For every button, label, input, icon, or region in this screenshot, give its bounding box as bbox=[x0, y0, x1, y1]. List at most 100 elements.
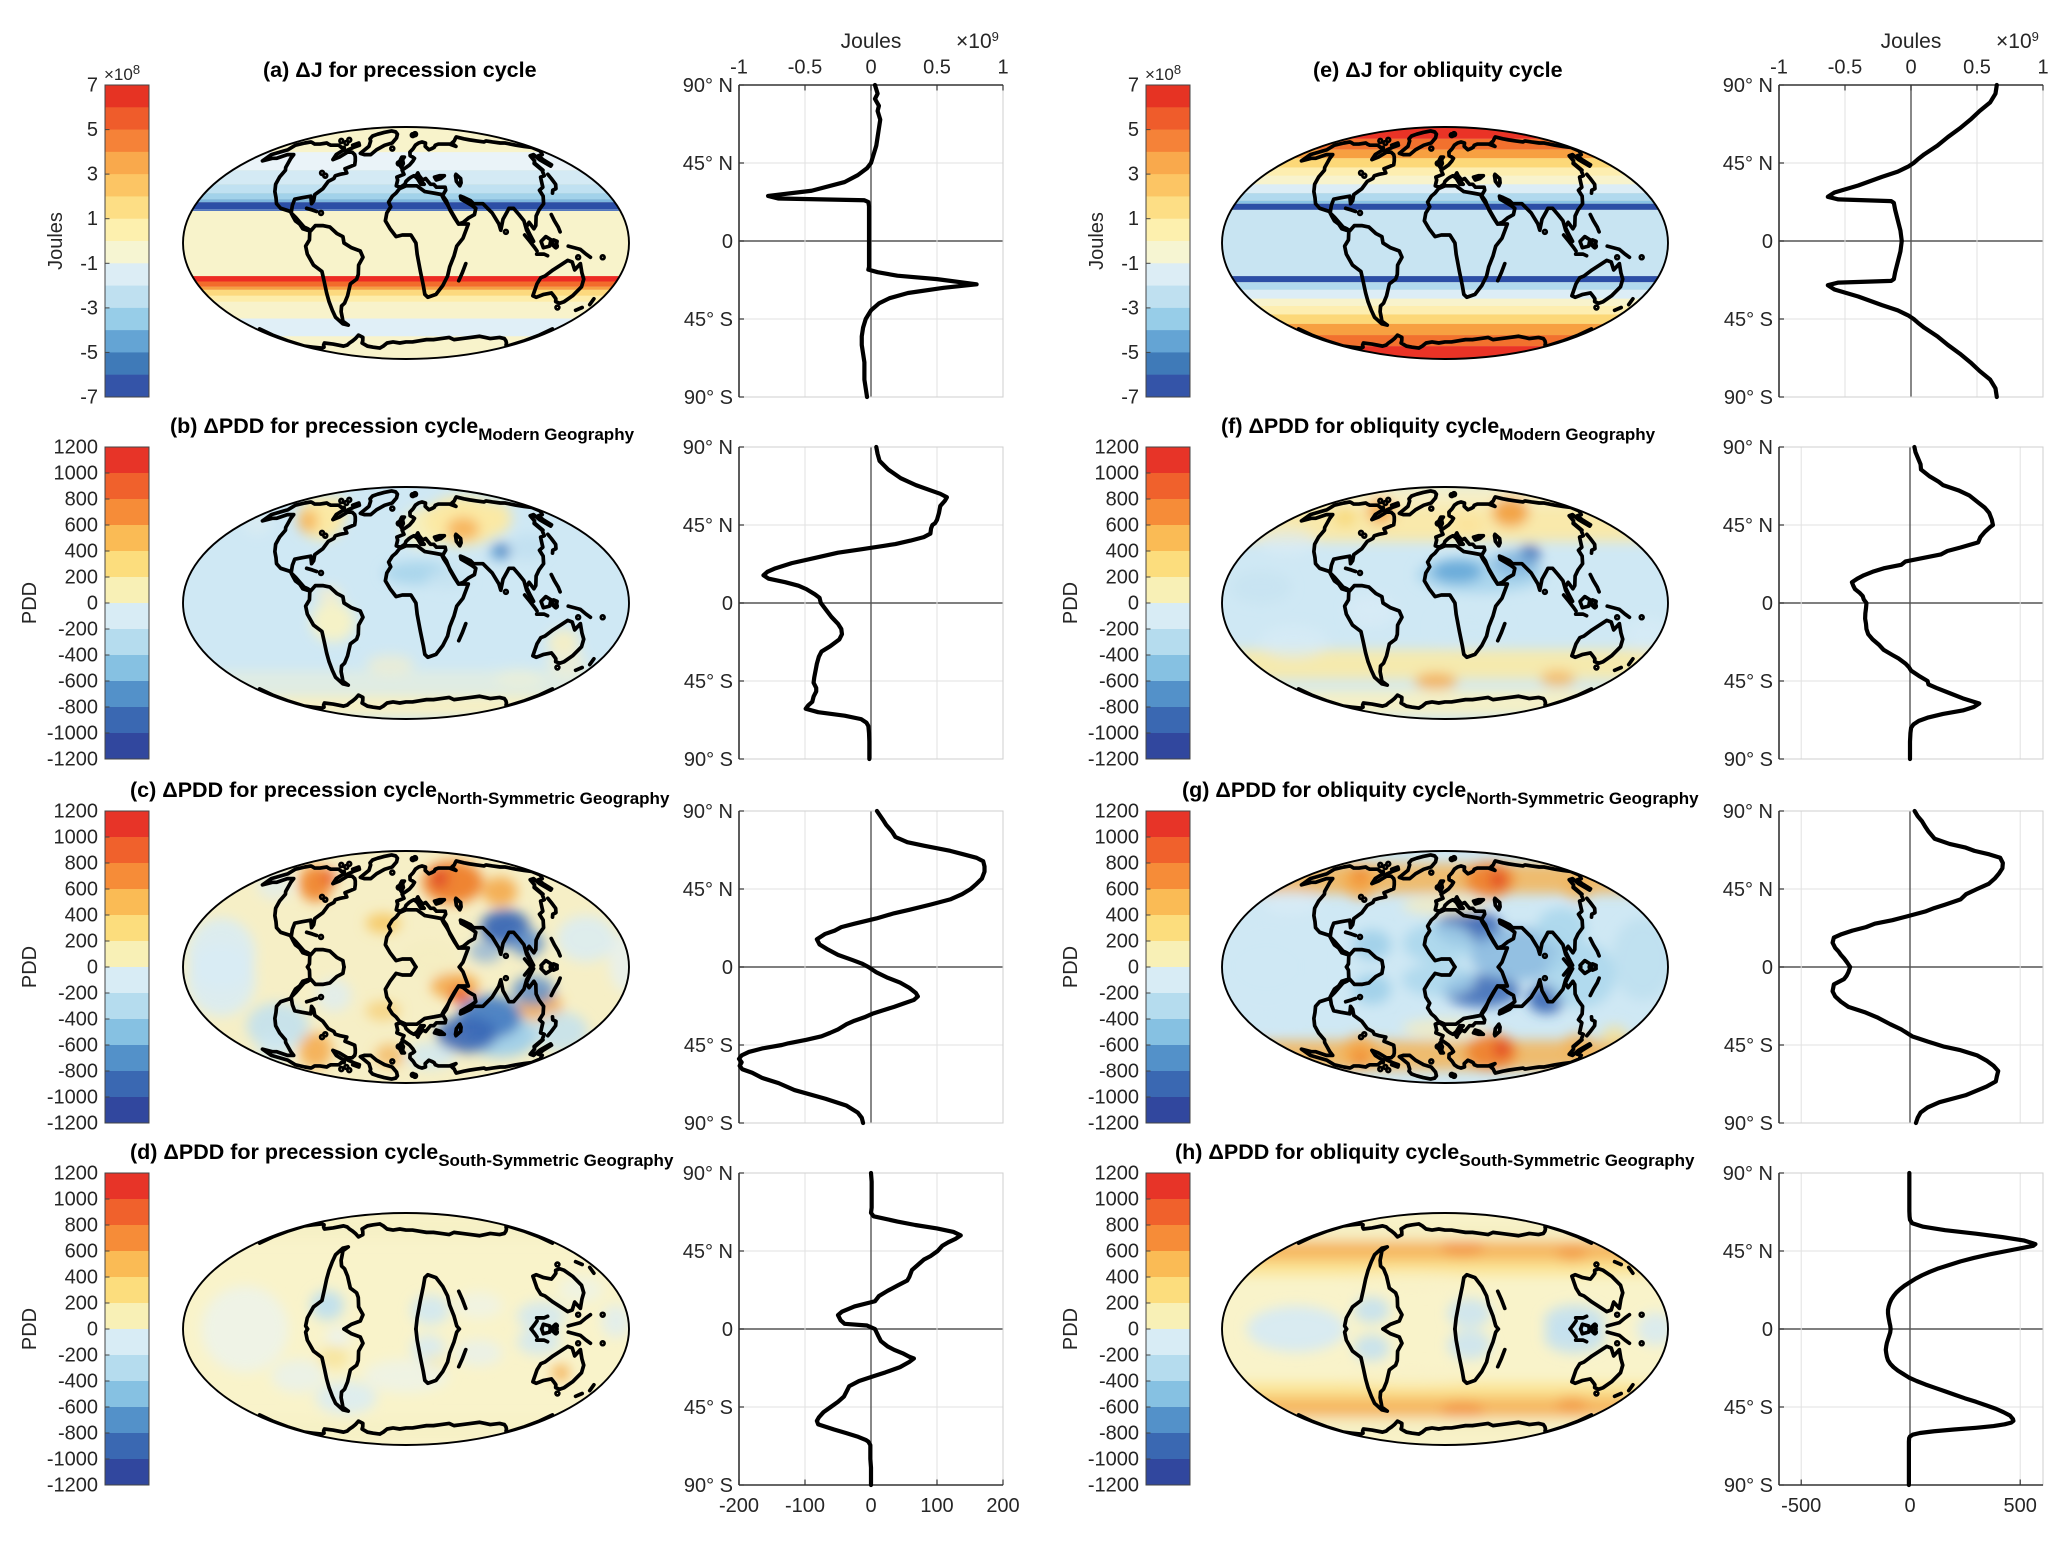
svg-text:90° S: 90° S bbox=[1724, 1475, 1773, 1497]
svg-text:1: 1 bbox=[1128, 208, 1139, 230]
svg-text:200: 200 bbox=[1106, 931, 1139, 953]
svg-text:1200: 1200 bbox=[1095, 1163, 1140, 1185]
svg-text:90° S: 90° S bbox=[1724, 387, 1773, 409]
svg-text:400: 400 bbox=[1106, 541, 1139, 563]
svg-text:200: 200 bbox=[65, 931, 98, 953]
svg-text:90° S: 90° S bbox=[684, 1113, 733, 1135]
svg-text:-600: -600 bbox=[58, 1397, 98, 1419]
svg-text:500: 500 bbox=[2004, 1495, 2037, 1517]
svg-text:1000: 1000 bbox=[54, 1189, 99, 1211]
svg-text:0: 0 bbox=[1762, 593, 1773, 615]
svg-text:-200: -200 bbox=[719, 1495, 759, 1517]
svg-text:(h) ΔPDD for obliquity cycleSo: (h) ΔPDD for obliquity cycleSouth-Symmet… bbox=[1175, 1140, 1695, 1170]
svg-text:(d) ΔPDD for precession cycleS: (d) ΔPDD for precession cycleSouth-Symme… bbox=[130, 1140, 674, 1170]
svg-text:-400: -400 bbox=[58, 645, 98, 667]
svg-text:(f) ΔPDD for obliquity cycleM: (f) ΔPDD for obliquity cycleModern Geogr… bbox=[1221, 414, 1656, 444]
svg-text:-1: -1 bbox=[80, 253, 98, 275]
svg-text:200: 200 bbox=[65, 1293, 98, 1315]
svg-text:-200: -200 bbox=[58, 619, 98, 641]
svg-text:200: 200 bbox=[986, 1495, 1019, 1517]
svg-text:45° S: 45° S bbox=[1724, 1035, 1773, 1057]
svg-text:0: 0 bbox=[1905, 57, 1916, 79]
svg-text:PDD: PDD bbox=[1060, 946, 1082, 988]
svg-text:1000: 1000 bbox=[1095, 463, 1140, 485]
svg-text:0: 0 bbox=[722, 957, 733, 979]
svg-text:-1200: -1200 bbox=[47, 1475, 98, 1497]
svg-text:×108: ×108 bbox=[104, 62, 140, 84]
svg-text:-200: -200 bbox=[1099, 983, 1139, 1005]
svg-text:45° N: 45° N bbox=[1723, 879, 1773, 901]
svg-text:-200: -200 bbox=[1099, 619, 1139, 641]
svg-text:0: 0 bbox=[87, 1319, 98, 1341]
svg-text:×109: ×109 bbox=[1996, 29, 2039, 53]
svg-text:400: 400 bbox=[65, 905, 98, 927]
svg-text:Joules: Joules bbox=[1086, 212, 1108, 270]
svg-text:-1000: -1000 bbox=[1088, 723, 1139, 745]
svg-text:-800: -800 bbox=[1099, 1061, 1139, 1083]
svg-text:90° N: 90° N bbox=[683, 75, 733, 97]
svg-text:90° S: 90° S bbox=[684, 1475, 733, 1497]
svg-text:600: 600 bbox=[1106, 1241, 1139, 1263]
svg-text:-1: -1 bbox=[730, 57, 748, 79]
svg-text:-5: -5 bbox=[1121, 342, 1139, 364]
svg-text:-1000: -1000 bbox=[1088, 1087, 1139, 1109]
svg-text:-1200: -1200 bbox=[47, 1113, 98, 1135]
svg-text:-800: -800 bbox=[1099, 1423, 1139, 1445]
svg-text:45° S: 45° S bbox=[1724, 671, 1773, 693]
svg-text:-0.5: -0.5 bbox=[788, 57, 822, 79]
svg-text:45° S: 45° S bbox=[684, 309, 733, 331]
svg-text:0: 0 bbox=[865, 57, 876, 79]
svg-text:90° S: 90° S bbox=[1724, 749, 1773, 771]
svg-text:-1200: -1200 bbox=[1088, 1113, 1139, 1135]
svg-text:-600: -600 bbox=[1099, 1397, 1139, 1419]
svg-text:-1: -1 bbox=[1121, 253, 1139, 275]
svg-text:1000: 1000 bbox=[1095, 827, 1140, 849]
svg-text:0: 0 bbox=[865, 1495, 876, 1517]
svg-text:Joules: Joules bbox=[1881, 30, 1942, 53]
svg-text:90° N: 90° N bbox=[683, 437, 733, 459]
svg-text:(c) ΔPDD for precession cycleN: (c) ΔPDD for precession cycleNorth-Symme… bbox=[130, 778, 670, 808]
svg-text:-5: -5 bbox=[80, 342, 98, 364]
svg-text:-200: -200 bbox=[58, 983, 98, 1005]
svg-text:-400: -400 bbox=[1099, 1371, 1139, 1393]
svg-text:-400: -400 bbox=[58, 1009, 98, 1031]
svg-text:100: 100 bbox=[920, 1495, 953, 1517]
svg-text:-500: -500 bbox=[1781, 1495, 1821, 1517]
svg-text:200: 200 bbox=[1106, 567, 1139, 589]
svg-text:-1200: -1200 bbox=[47, 749, 98, 771]
svg-text:90° N: 90° N bbox=[1723, 437, 1773, 459]
svg-text:1200: 1200 bbox=[54, 801, 99, 823]
svg-text:1000: 1000 bbox=[54, 463, 99, 485]
svg-text:-800: -800 bbox=[58, 697, 98, 719]
svg-text:-200: -200 bbox=[58, 1345, 98, 1367]
svg-text:0: 0 bbox=[722, 593, 733, 615]
svg-text:1000: 1000 bbox=[54, 827, 99, 849]
svg-text:45° S: 45° S bbox=[1724, 309, 1773, 331]
svg-text:400: 400 bbox=[1106, 905, 1139, 927]
svg-text:(e) ΔJ for obliquity cycle: (e) ΔJ for obliquity cycle bbox=[1313, 58, 1563, 82]
svg-text:90° N: 90° N bbox=[1723, 75, 1773, 97]
svg-text:0: 0 bbox=[1128, 593, 1139, 615]
svg-text:-1200: -1200 bbox=[1088, 749, 1139, 771]
svg-text:0: 0 bbox=[1762, 231, 1773, 253]
svg-text:0: 0 bbox=[1128, 1319, 1139, 1341]
svg-text:7: 7 bbox=[1128, 75, 1139, 97]
svg-text:45° N: 45° N bbox=[1723, 515, 1773, 537]
svg-text:(g) ΔPDD for obliquity cycleNo: (g) ΔPDD for obliquity cycleNorth-Symmet… bbox=[1182, 778, 1699, 808]
svg-text:45° N: 45° N bbox=[1723, 1241, 1773, 1263]
svg-text:0: 0 bbox=[722, 1319, 733, 1341]
svg-text:3: 3 bbox=[1128, 164, 1139, 186]
svg-text:90° N: 90° N bbox=[683, 801, 733, 823]
svg-text:PDD: PDD bbox=[19, 582, 41, 624]
svg-text:400: 400 bbox=[1106, 1267, 1139, 1289]
svg-text:-1000: -1000 bbox=[1088, 1449, 1139, 1471]
svg-text:-1000: -1000 bbox=[47, 723, 98, 745]
svg-text:1200: 1200 bbox=[54, 1163, 99, 1185]
svg-text:-100: -100 bbox=[785, 1495, 825, 1517]
svg-text:-1000: -1000 bbox=[47, 1449, 98, 1471]
svg-text:PDD: PDD bbox=[1060, 582, 1082, 624]
svg-text:90° N: 90° N bbox=[1723, 801, 1773, 823]
svg-text:-0.5: -0.5 bbox=[1828, 57, 1862, 79]
svg-text:0: 0 bbox=[1128, 957, 1139, 979]
svg-text:45° S: 45° S bbox=[684, 1035, 733, 1057]
